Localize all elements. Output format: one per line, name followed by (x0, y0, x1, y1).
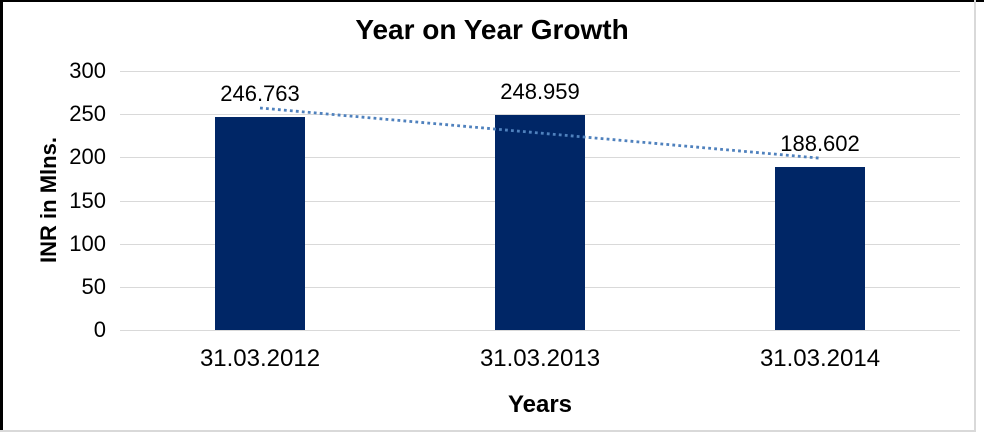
gridline (120, 330, 960, 331)
bar (215, 116, 305, 330)
frame-border-top (0, 0, 984, 2)
x-tick-label: 31.03.2014 (759, 345, 881, 372)
frame-border-bottom (0, 430, 976, 432)
gridline (120, 71, 960, 72)
y-tick-label: 0 (93, 317, 106, 342)
x-tick-label: 31.03.2012 (199, 345, 321, 372)
bar-data-label: 246.763 (220, 80, 300, 106)
y-tick-label: 50 (81, 273, 106, 299)
x-tick-label: 31.03.2013 (479, 345, 601, 372)
x-axis-title: Years (507, 391, 573, 418)
bar-data-label: 248.959 (500, 79, 580, 105)
chart-title: Year on Year Growth (355, 14, 629, 45)
y-tick-label: 250 (69, 101, 106, 127)
bar (775, 167, 865, 330)
y-tick-label: 100 (69, 230, 106, 256)
y-tick-label: 150 (69, 187, 106, 213)
frame-border-right (974, 0, 976, 432)
y-tick-label: 300 (69, 58, 106, 83)
bar-data-label: 188.602 (780, 131, 860, 157)
bar (495, 115, 585, 330)
frame-border-left (0, 0, 3, 432)
y-tick-label: 200 (69, 144, 106, 170)
